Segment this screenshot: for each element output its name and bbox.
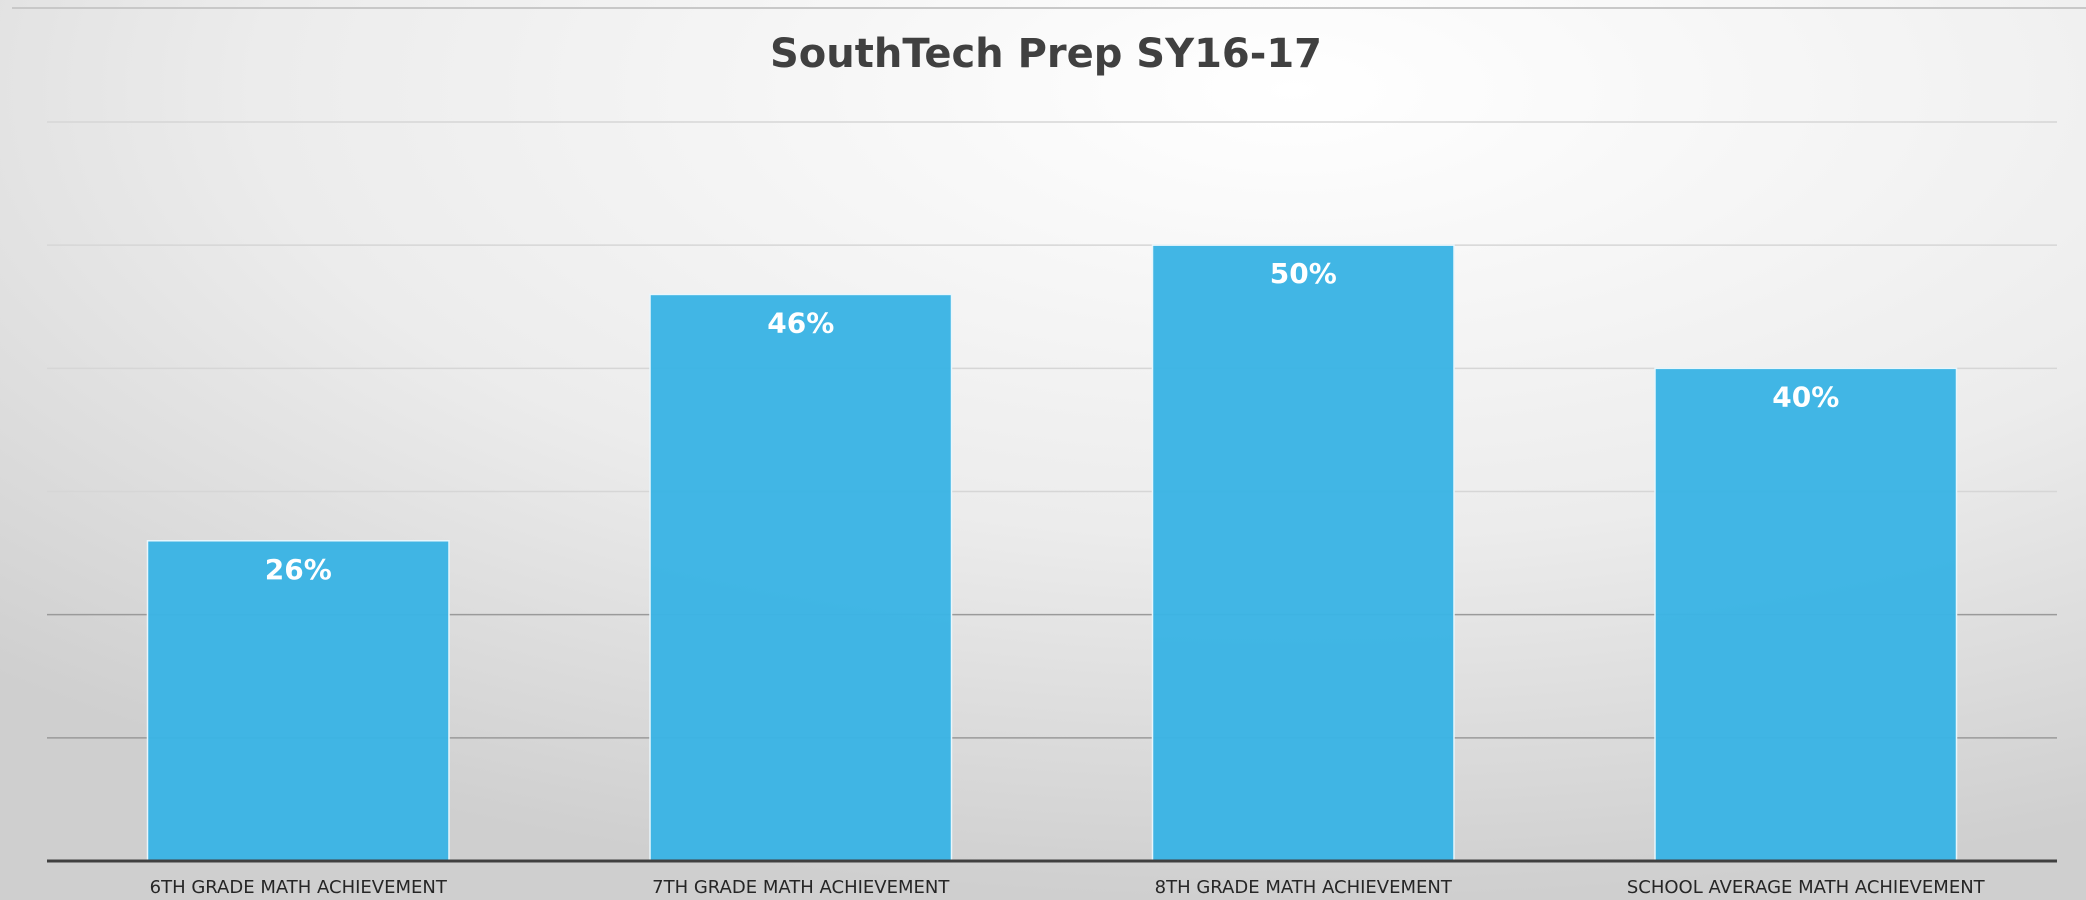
bar xyxy=(1654,367,1958,862)
bar xyxy=(649,293,953,862)
value-label: 50% xyxy=(1270,257,1337,290)
chart-title: SouthTech Prep SY16-17 xyxy=(770,31,1322,77)
x-tick-label: 6TH GRADE MATH ACHIEVEMENT xyxy=(150,877,448,898)
value-label: 46% xyxy=(767,306,834,339)
value-label: 40% xyxy=(1772,380,1839,413)
bar xyxy=(146,540,450,862)
x-tick-label: 7TH GRADE MATH ACHIEVEMENT xyxy=(652,877,950,898)
x-tick-label: SCHOOL AVERAGE MATH ACHIEVEMENT xyxy=(1627,877,1986,898)
x-tick-label: 8TH GRADE MATH ACHIEVEMENT xyxy=(1155,877,1453,898)
value-label: 26% xyxy=(265,553,332,586)
bar xyxy=(1151,244,1455,862)
